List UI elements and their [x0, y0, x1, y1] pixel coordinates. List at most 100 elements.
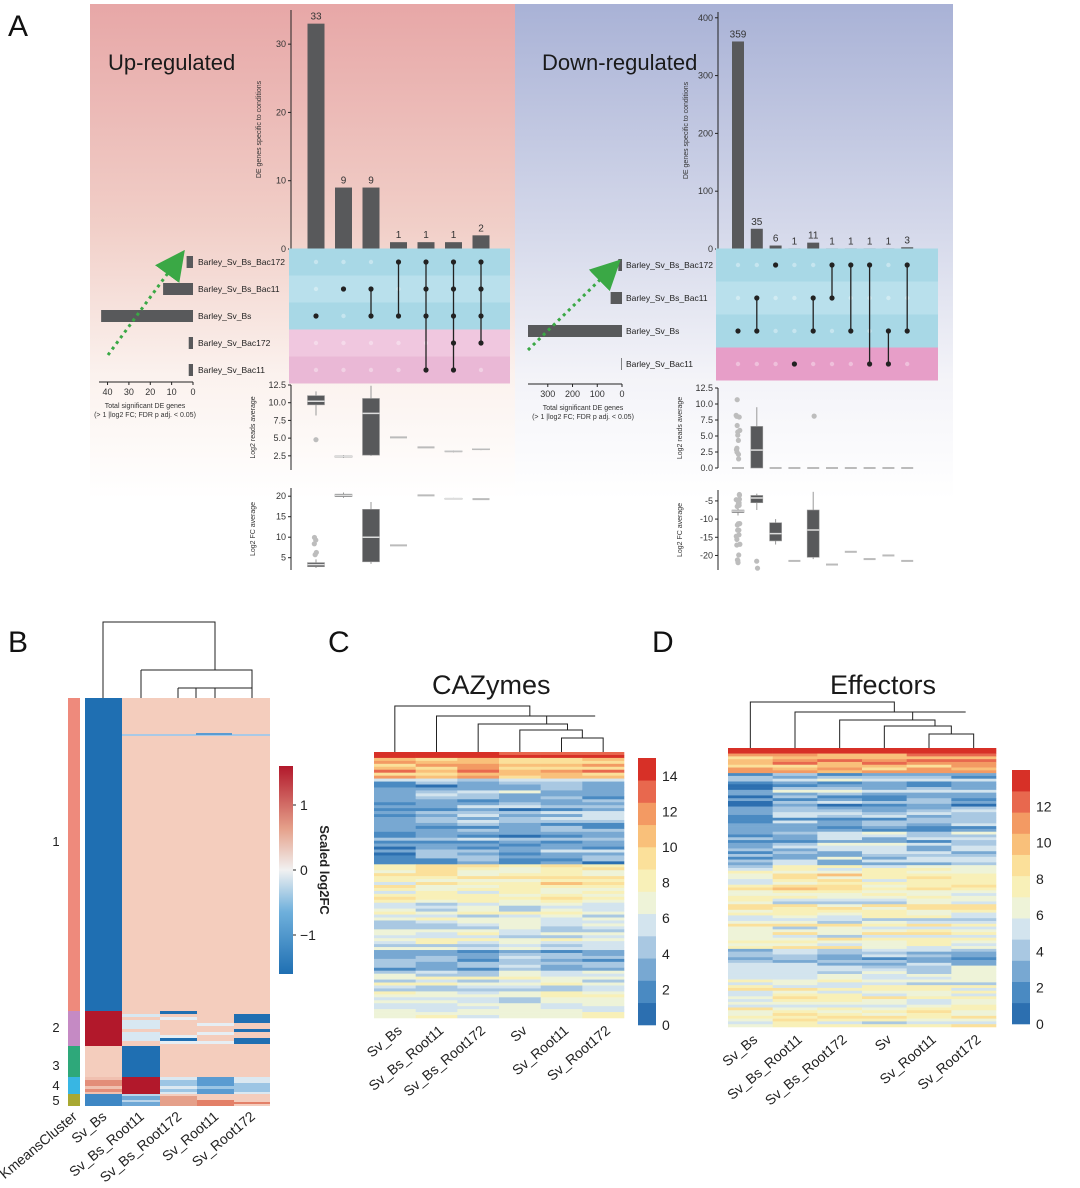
heatmap-cell	[817, 865, 863, 869]
heatmap-cell	[457, 1009, 500, 1013]
cluster-number: 3	[52, 1058, 59, 1073]
heatmap-cell	[374, 831, 416, 836]
heatmap-cell	[728, 1015, 773, 1019]
heatmap-cell	[772, 876, 818, 880]
heatmap-cell-band	[122, 1020, 160, 1023]
heatmap-cell	[457, 885, 500, 889]
heatmap-cell	[862, 898, 907, 902]
heatmap-cell	[906, 898, 952, 902]
heatmap-cell	[582, 825, 625, 830]
heatmap-cell	[415, 879, 458, 883]
heatmap-cell	[772, 778, 818, 782]
heatmap-cell	[415, 799, 458, 803]
heatmap-cell-band	[160, 1092, 197, 1095]
heatmap-cell	[906, 831, 952, 835]
heatmap-cell	[817, 954, 863, 958]
heatmap-cell	[906, 756, 952, 760]
heatmap-cell	[906, 753, 952, 757]
heatmap-cell	[728, 965, 773, 969]
heatmap-cell	[772, 940, 818, 944]
heatmap-cell	[817, 778, 863, 782]
matrix-dot-empty	[735, 262, 741, 268]
heatmap-cell	[906, 1021, 952, 1025]
heatmap-cell	[862, 876, 907, 880]
heatmap-cell	[499, 879, 541, 883]
heatmap-cell	[817, 753, 863, 757]
heatmap-cell	[415, 947, 458, 951]
heatmap-cell	[582, 905, 625, 909]
heatmap-cell	[817, 842, 863, 846]
heatmap-cell	[906, 851, 952, 855]
heatmap-cell-band	[85, 1102, 122, 1104]
legend-swatch	[1012, 1002, 1030, 1025]
heatmap-cell	[374, 973, 416, 977]
heatmap-cell	[457, 896, 500, 901]
matrix-dot-empty	[811, 361, 816, 367]
heatmap-cell	[906, 773, 952, 777]
heatmap-cell	[540, 861, 583, 865]
heatmap-cell	[862, 761, 907, 766]
heatmap-cell	[457, 952, 500, 957]
heatmap-cell	[817, 851, 863, 855]
heatmap-cell-band	[197, 1096, 234, 1098]
heatmap-cell	[415, 944, 458, 948]
heatmap-cell	[772, 770, 818, 774]
heatmap-cell	[415, 991, 458, 995]
heatmap-cell	[582, 817, 625, 821]
legend-colorbar	[279, 766, 293, 974]
heatmap-cell	[540, 885, 583, 889]
heatmap-cell	[772, 840, 818, 844]
legend-swatch	[638, 802, 656, 826]
outlier-point	[736, 492, 743, 498]
heatmap-cell	[862, 1021, 907, 1025]
heatmap-cell	[499, 873, 541, 877]
heatmap-cell	[540, 870, 583, 874]
heatmap-cell	[457, 879, 500, 883]
heatmap-cell	[499, 1000, 541, 1004]
heatmap-cell	[540, 879, 583, 883]
heatmap-cell	[499, 988, 541, 992]
heatmap-cell	[862, 907, 907, 911]
heatmap-cell	[540, 766, 583, 771]
heatmap-cell	[772, 764, 818, 768]
heatmap-cell	[817, 1001, 863, 1005]
heatmap-cell	[582, 997, 625, 1001]
heatmap-cell	[817, 767, 863, 771]
heatmap-cell	[374, 846, 416, 850]
matrix-dot-filled	[340, 286, 347, 292]
heatmap-cell	[772, 884, 818, 888]
heatmap-cell	[951, 884, 997, 888]
heatmap-cell	[499, 781, 541, 785]
heatmap-cell	[499, 1012, 541, 1016]
heatmap-cell	[862, 990, 907, 994]
heatmap-cell	[728, 898, 773, 902]
heatmap-cell	[862, 948, 907, 952]
heatmap-cell	[457, 846, 500, 850]
heatmap-cell-band	[160, 1094, 197, 1096]
heatmap-cell	[951, 845, 997, 849]
heatmap-cell	[906, 837, 952, 841]
heatmap-cell	[415, 757, 458, 762]
dendrogram-branch	[749, 701, 895, 748]
heatmap-cell	[582, 867, 625, 871]
matrix-dot-empty	[792, 295, 797, 301]
heatmap-cell	[582, 914, 625, 918]
heatmap-cell	[951, 753, 997, 757]
heatmap-cell	[906, 987, 952, 992]
heatmap-cell	[728, 781, 773, 785]
outlier-point	[313, 437, 319, 443]
heatmap-cell	[817, 859, 863, 863]
heatmap-cell	[772, 828, 818, 832]
heatmap-cell	[772, 748, 818, 752]
heatmap-cell-band	[85, 1098, 122, 1100]
heatmap-cell	[772, 918, 818, 922]
heatmap-cell	[728, 918, 773, 922]
matrix-dot-empty	[773, 328, 778, 334]
heatmap-cell	[817, 1004, 863, 1008]
matrix-row-stripe	[716, 248, 938, 282]
heatmap-cell	[817, 787, 863, 791]
heatmap-cell	[951, 923, 997, 927]
heatmap-cell	[457, 1006, 500, 1010]
heatmap-cell	[951, 750, 997, 754]
